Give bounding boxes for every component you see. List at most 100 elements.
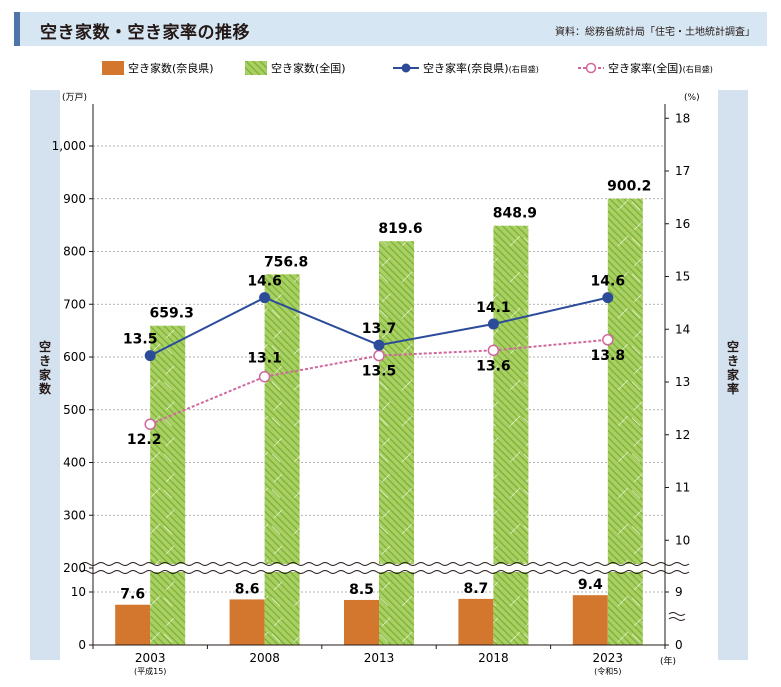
legend-label-text: 空き家率(奈良県) bbox=[423, 61, 509, 75]
bar-nara bbox=[229, 599, 265, 645]
bar-national-texture bbox=[264, 274, 300, 645]
legend-marker-national-line bbox=[585, 62, 597, 74]
data-label-national-count: 848.9 bbox=[493, 206, 537, 222]
point-national-rate bbox=[258, 370, 271, 383]
bar-national-texture bbox=[493, 225, 529, 645]
right-tick-label: 18 bbox=[675, 111, 690, 125]
lines bbox=[144, 292, 614, 430]
point-nara-rate bbox=[487, 318, 499, 330]
left-tick-label: 600 bbox=[63, 350, 86, 364]
axis-break-wave bbox=[80, 562, 690, 566]
right-axis-break-mark bbox=[668, 612, 686, 616]
data-label-nara-rate: 14.6 bbox=[247, 274, 282, 290]
right-tick-label: 0 bbox=[675, 638, 683, 652]
bar-nara bbox=[344, 599, 379, 645]
left-tick-label: 300 bbox=[63, 508, 86, 522]
point-national-rate bbox=[487, 344, 500, 357]
bar-national-texture bbox=[150, 325, 186, 645]
data-label-national-rate: 13.5 bbox=[362, 364, 397, 380]
x-tick-label: 2018 bbox=[478, 651, 509, 665]
point-nara-rate bbox=[373, 339, 385, 351]
legend-label-text: 空き家数(全国) bbox=[271, 61, 346, 75]
right-tick-label: 12 bbox=[675, 428, 690, 442]
axis-break-wave bbox=[80, 570, 690, 574]
data-label-nara-count: 9.4 bbox=[578, 577, 603, 593]
legend-label-suffix: (右目盛) bbox=[683, 64, 713, 74]
data-label-national-count: 900.2 bbox=[607, 179, 651, 195]
right-tick-label: 9 bbox=[675, 585, 683, 599]
left-axis-title-char: 数 bbox=[38, 382, 51, 396]
bar-nara bbox=[458, 598, 494, 645]
right-tick-label: 14 bbox=[675, 322, 690, 336]
left-axis-unit: (万戸) bbox=[62, 92, 87, 103]
x-tick-label: 2003 bbox=[135, 651, 166, 665]
bar-national-texture bbox=[379, 241, 414, 645]
data-label-national-count: 819.6 bbox=[378, 221, 422, 237]
point-nara-rate bbox=[259, 292, 271, 304]
right-axis-title: 空 き 家 率 bbox=[718, 340, 748, 396]
legend-label: 空き家数(奈良県) bbox=[128, 61, 214, 75]
legend-marker-nara-line bbox=[401, 63, 411, 73]
right-tick-label: 16 bbox=[675, 217, 690, 231]
right-axis-panel: 空 き 家 率 bbox=[718, 90, 748, 660]
data-labels: 7.6 8.6 8.5 8.7 9.4 659.3 756.8 819.6 848.9 900.2… bbox=[120, 179, 651, 603]
legend-swatch-national-bar bbox=[245, 61, 267, 75]
bar-national-texture bbox=[607, 198, 643, 645]
left-tick-label: 200 bbox=[63, 561, 86, 575]
right-axis-title-char: 空 bbox=[726, 340, 739, 354]
legend: 空き家数(奈良県) 空き家数(全国) 空き家率(奈良県)(右目盛) 空き家率(全国)(… bbox=[102, 61, 713, 75]
data-label-nara-count: 8.5 bbox=[349, 582, 374, 598]
data-source: 資料：総務省統計局「住宅・土地統計調査」 bbox=[555, 27, 755, 38]
left-tick-label: 500 bbox=[63, 403, 86, 417]
data-label-national-rate: 13.6 bbox=[476, 358, 511, 374]
right-axis-unit: (%) bbox=[684, 93, 700, 103]
x-tick-label: 2008 bbox=[249, 651, 280, 665]
right-tick-label: 10 bbox=[675, 533, 690, 547]
point-national-rate bbox=[144, 418, 156, 430]
left-tick-label: 700 bbox=[63, 297, 86, 311]
left-axis-title-char: 家 bbox=[38, 368, 51, 382]
left-axis-title-char: 空 bbox=[38, 340, 51, 354]
left-tick-label: 1,000 bbox=[52, 139, 86, 153]
left-tick-label: 400 bbox=[63, 456, 86, 470]
data-label-national-rate: 12.2 bbox=[127, 432, 162, 448]
data-label-national-count: 756.8 bbox=[264, 254, 308, 270]
legend-label: 空き家数(全国) bbox=[271, 61, 346, 75]
left-tick-label: 0 bbox=[78, 638, 86, 652]
point-national-rate bbox=[373, 349, 385, 362]
x-tick-label: 2023 bbox=[593, 651, 624, 665]
data-label-nara-count: 8.6 bbox=[235, 581, 260, 597]
legend-label-suffix: (右目盛) bbox=[509, 64, 539, 74]
x-tick-sublabel: (平成15) bbox=[134, 666, 166, 676]
left-axis-panel: 空 き 家 数 bbox=[30, 90, 60, 660]
point-nara-rate bbox=[144, 350, 156, 362]
chart-header: 空き家数・空き家率の推移 資料：総務省統計局「住宅・土地統計調査」 bbox=[14, 12, 767, 46]
left-axis-title: 空 き 家 数 bbox=[30, 340, 60, 396]
x-tick-sublabel: (令和5) bbox=[594, 666, 621, 676]
right-tick-label: 11 bbox=[675, 481, 690, 495]
right-tick-label: 13 bbox=[675, 375, 690, 389]
left-tick-label: 900 bbox=[63, 192, 86, 206]
legend-swatch-nara-bar bbox=[102, 61, 124, 75]
right-tick-label: 17 bbox=[675, 164, 690, 178]
right-axis-title-char: き bbox=[726, 354, 739, 368]
data-label-nara-count: 7.6 bbox=[120, 587, 145, 603]
bars bbox=[115, 198, 643, 645]
data-label-national-count: 659.3 bbox=[150, 306, 194, 322]
left-tick-label: 10 bbox=[71, 585, 86, 599]
legend-label: 空き家率(奈良県)(右目盛) bbox=[423, 61, 539, 75]
bar-nara bbox=[115, 604, 151, 645]
data-label-national-rate: 13.8 bbox=[591, 348, 626, 364]
legend-label-text: 空き家率(全国) bbox=[608, 61, 683, 75]
x-axis-unit: (年) bbox=[660, 655, 676, 667]
chart-title: 空き家数・空き家率の推移 bbox=[40, 23, 250, 43]
data-label-nara-rate: 13.7 bbox=[362, 321, 397, 337]
point-national-rate bbox=[602, 334, 614, 346]
axes: 0 10 200 300 400 500 600 700 800 900 1,000 0 9 10 11 12… bbox=[52, 92, 700, 676]
left-tick-label: 800 bbox=[63, 245, 86, 259]
legend-label: 空き家率(全国)(右目盛) bbox=[608, 61, 713, 75]
data-label-nara-rate: 14.6 bbox=[591, 274, 626, 290]
bar-nara bbox=[572, 595, 608, 645]
right-tick-label: 15 bbox=[675, 270, 690, 284]
